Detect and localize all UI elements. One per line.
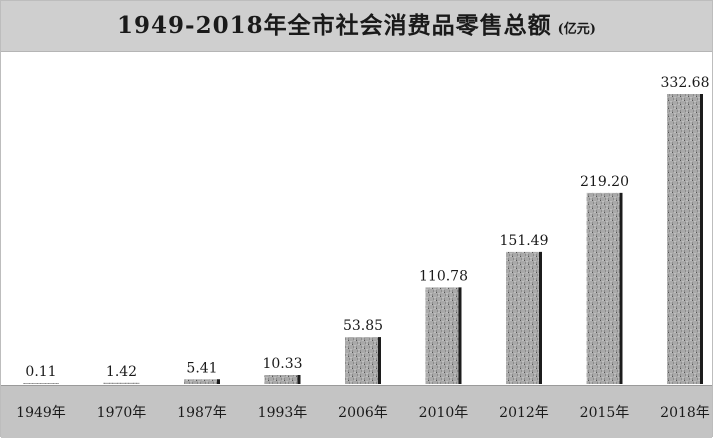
bar-2006 bbox=[345, 337, 381, 384]
value-label: 10.33 bbox=[262, 356, 302, 372]
x-tick-labels-group: 1949年 1970年 1987年 1993年 2006年 2010年 2012年 2015年… bbox=[16, 405, 710, 421]
chart-title-unit: (亿元) bbox=[557, 22, 596, 37]
bar-2018 bbox=[667, 94, 703, 384]
value-label: 0.11 bbox=[25, 364, 56, 380]
bar-1987 bbox=[184, 379, 220, 384]
value-label: 5.41 bbox=[186, 360, 217, 376]
value-label: 151.49 bbox=[500, 233, 549, 249]
bar-2010 bbox=[425, 287, 462, 384]
bar-2015 bbox=[586, 192, 623, 384]
bar-shadow-2018 bbox=[700, 94, 703, 384]
x-tick-label: 2010年 bbox=[419, 405, 469, 421]
x-tick-label: 1993年 bbox=[258, 405, 308, 421]
value-label: 219.20 bbox=[580, 174, 629, 190]
x-tick-label: 2006年 bbox=[338, 405, 388, 421]
x-tick-label: 2018年 bbox=[660, 405, 710, 421]
value-label: 332.68 bbox=[661, 75, 710, 91]
x-tick-label: 1987年 bbox=[177, 405, 227, 421]
x-tick-label: 1949年 bbox=[16, 405, 66, 421]
bars-group bbox=[23, 94, 703, 384]
bar-1949 bbox=[23, 383, 59, 384]
value-label: 53.85 bbox=[343, 318, 383, 334]
bar-shadow-1987 bbox=[217, 379, 220, 384]
bar-shadow-1993 bbox=[297, 375, 301, 384]
bar-2012 bbox=[506, 251, 542, 384]
x-tick-label: 1970年 bbox=[97, 405, 147, 421]
value-labels-group: 0.11 1.42 5.41 10.33 53.85 110.78 151.49 219.20… bbox=[25, 75, 709, 380]
bar-shadow-2010 bbox=[458, 287, 462, 384]
x-axis-band bbox=[1, 385, 712, 438]
bar-1993 bbox=[264, 375, 301, 384]
chart-title: 1949-2018年全市社会消费品零售总额 (亿元) bbox=[1, 1, 712, 51]
bar-1970 bbox=[103, 382, 140, 384]
x-tick-label: 2012年 bbox=[499, 405, 549, 421]
chart-title-text: 1949-2018年全市社会消费品零售总额 bbox=[117, 12, 552, 39]
bar-shadow-2012 bbox=[539, 251, 542, 384]
value-label: 1.42 bbox=[106, 364, 137, 380]
value-label: 110.78 bbox=[419, 268, 468, 284]
bar-shadow-2015 bbox=[619, 192, 623, 384]
x-tick-label: 2015年 bbox=[580, 405, 630, 421]
bar-shadow-2006 bbox=[378, 337, 381, 384]
title-band bbox=[1, 1, 712, 52]
